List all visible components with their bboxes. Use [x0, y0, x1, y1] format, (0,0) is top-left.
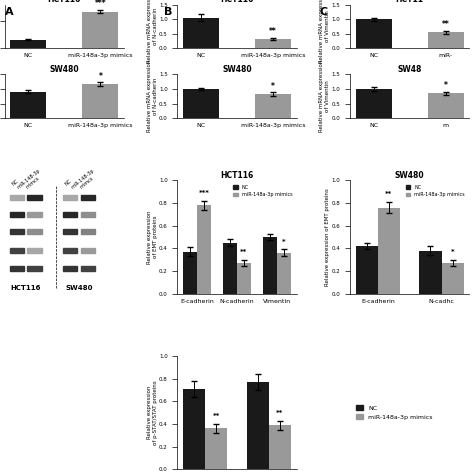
Text: A: A	[5, 7, 13, 17]
Y-axis label: Relative mRNA expression
of N-cadherin: Relative mRNA expression of N-cadherin	[147, 60, 157, 132]
Y-axis label: Relative mRNA expression
of N-cadherin: Relative mRNA expression of N-cadherin	[147, 0, 157, 63]
Bar	[10, 92, 46, 118]
Title: SW480: SW480	[222, 64, 252, 73]
Y-axis label: Relative expression of EMT proteins: Relative expression of EMT proteins	[325, 188, 330, 286]
Bar	[197, 205, 211, 294]
Text: NC: NC	[11, 179, 19, 187]
Title: SW480: SW480	[395, 171, 425, 180]
Bar	[27, 195, 42, 200]
Bar	[277, 253, 291, 294]
Bar	[255, 94, 291, 118]
Bar	[269, 425, 291, 469]
Bar	[63, 248, 77, 253]
Text: *: *	[444, 82, 448, 91]
Bar	[81, 266, 95, 271]
Title: HCT116: HCT116	[48, 0, 81, 4]
Bar	[356, 19, 392, 48]
Bar	[27, 266, 42, 271]
Bar	[27, 229, 42, 234]
Bar	[246, 382, 269, 469]
Text: NC: NC	[64, 179, 73, 187]
Text: **: **	[213, 413, 220, 419]
Bar	[255, 39, 291, 48]
Text: *: *	[451, 249, 455, 255]
Bar	[428, 93, 464, 118]
Text: **: **	[269, 27, 277, 36]
Text: *: *	[283, 239, 286, 245]
Bar	[356, 89, 392, 118]
Text: **: **	[442, 20, 450, 29]
Title: HCT11: HCT11	[396, 0, 424, 4]
Bar	[27, 248, 42, 253]
Text: miR-148-3p
mimcs: miR-148-3p mimcs	[17, 167, 46, 194]
Text: SW480: SW480	[65, 285, 93, 291]
Bar	[9, 266, 24, 271]
Text: miR-148-3p
mimcs: miR-148-3p mimcs	[70, 167, 99, 194]
Text: *: *	[99, 72, 102, 81]
Bar	[419, 251, 442, 294]
Bar	[81, 248, 95, 253]
Bar	[442, 263, 464, 294]
Bar	[81, 195, 95, 200]
Text: ***: ***	[199, 190, 210, 196]
Text: **: **	[385, 191, 392, 197]
Y-axis label: Relative mRNA expression
of Vimentin: Relative mRNA expression of Vimentin	[319, 60, 330, 132]
Bar	[9, 212, 24, 217]
Bar	[183, 89, 219, 118]
Bar	[183, 18, 219, 48]
Bar	[428, 32, 464, 48]
Bar	[183, 252, 197, 294]
Bar	[9, 229, 24, 234]
Title: SW480: SW480	[49, 64, 79, 73]
Text: B: B	[164, 7, 172, 17]
Text: HCT116: HCT116	[10, 285, 41, 291]
Bar	[9, 248, 24, 253]
Bar	[10, 40, 46, 48]
Bar	[63, 229, 77, 234]
Bar	[9, 195, 24, 200]
Bar	[205, 428, 228, 469]
Text: ***: ***	[95, 0, 106, 8]
Text: **: **	[276, 410, 283, 416]
Legend: NC, miR-148a-3p mimics: NC, miR-148a-3p mimics	[353, 403, 435, 422]
Y-axis label: Relative expression
of p-STAT/STAT proteins: Relative expression of p-STAT/STAT prote…	[147, 380, 157, 445]
Title: HCT116: HCT116	[220, 0, 254, 4]
Bar	[183, 389, 205, 469]
Bar	[63, 212, 77, 217]
Bar	[237, 263, 251, 294]
Bar	[82, 11, 118, 48]
Text: *: *	[271, 82, 275, 91]
Bar	[82, 84, 118, 118]
Text: **: **	[240, 249, 247, 255]
Bar	[27, 212, 42, 217]
Y-axis label: Relative expression
of EMT proteins: Relative expression of EMT proteins	[147, 210, 157, 264]
Bar	[81, 229, 95, 234]
Bar	[263, 237, 277, 294]
Bar	[81, 212, 95, 217]
Text: C: C	[320, 7, 328, 17]
Bar	[223, 243, 237, 294]
Title: HCT116: HCT116	[220, 171, 254, 180]
Title: SW48: SW48	[398, 64, 422, 73]
Y-axis label: Relative mRNA expression
of Vimentin: Relative mRNA expression of Vimentin	[319, 0, 330, 63]
Bar	[356, 246, 378, 294]
Bar	[63, 266, 77, 271]
Legend: NC, miR-148a-3p mimics: NC, miR-148a-3p mimics	[403, 183, 467, 199]
Legend: NC, miR-148a-3p mimics: NC, miR-148a-3p mimics	[231, 183, 294, 199]
Bar	[378, 208, 400, 294]
Bar	[63, 195, 77, 200]
